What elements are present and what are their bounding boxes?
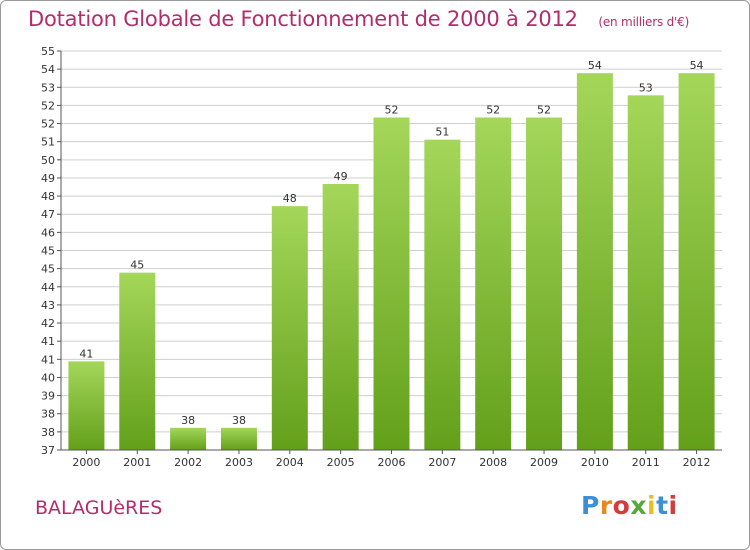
logo-letter: o (612, 491, 631, 520)
y-tick-label: 52 (41, 99, 55, 112)
x-tick-label: 2001 (123, 456, 151, 469)
y-tick-label: 41 (41, 353, 55, 366)
y-tick-label: 52 (41, 118, 55, 131)
bar (271, 206, 308, 450)
y-tick-label: 41 (41, 335, 55, 348)
y-tick-label: 46 (41, 226, 55, 239)
bar (526, 117, 563, 450)
bar-value-label: 38 (232, 414, 246, 427)
bar-value-label: 54 (588, 59, 602, 72)
bar-value-label: 52 (486, 104, 500, 117)
x-tick-label: 2011 (632, 456, 660, 469)
x-tick-label: 2012 (683, 456, 711, 469)
bar (119, 272, 156, 450)
y-tick-label: 53 (41, 81, 55, 94)
y-tick-label: 47 (41, 208, 55, 221)
x-tick-label: 2006 (378, 456, 406, 469)
logo-letter: t (656, 491, 669, 520)
x-tick-label: 2002 (174, 456, 202, 469)
y-tick-label: 43 (41, 299, 55, 312)
logo-letter: x (630, 491, 647, 520)
bar (170, 427, 207, 450)
x-tick-label: 2003 (225, 456, 253, 469)
y-tick-label: 38 (41, 408, 55, 421)
bar-value-label: 45 (130, 259, 144, 272)
y-tick-label: 48 (41, 190, 55, 203)
bar-value-label: 49 (334, 170, 348, 183)
y-tick-label: 49 (41, 172, 55, 185)
unit-note: (en milliers d'€) (598, 15, 690, 29)
x-tick-label: 2008 (479, 456, 507, 469)
y-tick-label: 45 (41, 263, 55, 276)
y-tick-label: 55 (41, 45, 55, 58)
x-tick-label: 2004 (276, 456, 304, 469)
bar (576, 73, 613, 451)
bar-value-label: 51 (435, 126, 449, 139)
chart-title-text: Dotation Globale de Fonctionnement de 20… (28, 7, 578, 31)
bars: 41 45 38 38 48 49 52 51 52 52 54 53 54 (68, 59, 715, 451)
logo-letter: i (668, 491, 678, 520)
bar (678, 73, 715, 451)
y-tick-label: 50 (41, 154, 55, 167)
logo-letter: r (599, 491, 613, 520)
bar (322, 184, 359, 450)
bar-value-label: 54 (690, 59, 704, 72)
bar (475, 117, 512, 450)
bar-value-label: 52 (385, 104, 399, 117)
bar-value-label: 53 (639, 81, 653, 94)
y-tick-label: 51 (41, 136, 55, 149)
bar-value-label: 41 (79, 347, 93, 360)
town-name: BALAGUèRES (35, 497, 163, 519)
bar (68, 361, 105, 450)
bar-value-label: 48 (283, 192, 297, 205)
bar (373, 117, 410, 450)
y-tick-label: 54 (41, 63, 55, 76)
axes: 37 38 38 39 40 41 41 42 43 44 45 45 46 47 48 49 50 51 52 52… (41, 45, 722, 469)
x-tick-label: 2000 (72, 456, 100, 469)
bar (424, 139, 461, 450)
x-tick-label: 2010 (581, 456, 609, 469)
bar-value-label: 52 (537, 104, 551, 117)
x-tick-label: 2009 (530, 456, 558, 469)
y-tick-label: 37 (41, 444, 55, 457)
x-tick-label: 2005 (327, 456, 355, 469)
logo-letter: P (581, 491, 600, 520)
y-tick-label: 44 (41, 281, 55, 294)
y-tick-label: 45 (41, 245, 55, 258)
bar-value-label: 38 (181, 414, 195, 427)
y-tick-label: 40 (41, 371, 55, 384)
chart-title: Dotation Globale de Fonctionnement de 20… (28, 7, 689, 31)
x-tick-label: 2007 (428, 456, 456, 469)
logo-letter: i (647, 491, 657, 520)
y-tick-label: 42 (41, 317, 55, 330)
bar (627, 95, 664, 450)
proxiti-logo[interactable]: Proxiti (581, 491, 678, 520)
y-tick-label: 39 (41, 390, 55, 403)
y-tick-label: 38 (41, 426, 55, 439)
bar (220, 427, 257, 450)
